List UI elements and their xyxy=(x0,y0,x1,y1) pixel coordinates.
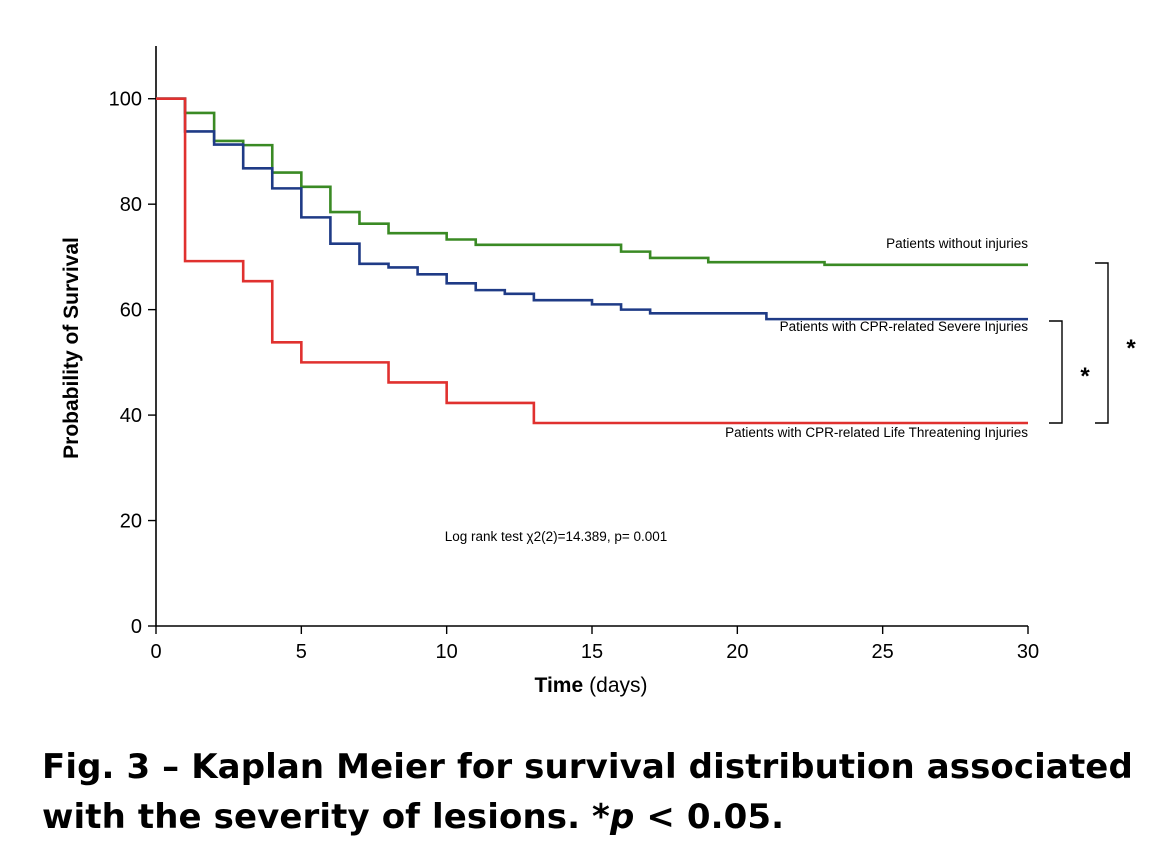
outer-bracket xyxy=(1095,262,1109,424)
log-rank-annotation: Log rank test χ2(2)=14.389, p= 0.001 xyxy=(445,529,668,544)
kaplan-meier-chart: 0 20 40 60 80 100 0 5 10 15 20 25 30 Patients withou… xyxy=(60,46,1136,697)
series-label-no-injuries: Patients without injuries xyxy=(886,236,1028,251)
caption-line-2: with the severity of lesions. *p < 0.05. xyxy=(42,792,1162,842)
significance-brackets: * * xyxy=(1049,262,1136,424)
x-tick-label: 20 xyxy=(726,641,748,663)
inner-significance-star: * xyxy=(1080,363,1090,390)
x-axis-label-unit: (days) xyxy=(589,674,647,697)
y-tick-label: 20 xyxy=(120,511,142,533)
series-line-severe-injuries xyxy=(156,97,1028,321)
series-line-life-threatening-injuries xyxy=(156,97,1028,425)
x-tick-label: 15 xyxy=(581,641,603,663)
x-tick-label: 5 xyxy=(296,641,307,663)
series-labels: Patients without injuries Patients with C… xyxy=(725,236,1028,440)
y-axis-label: Probability of Survival xyxy=(60,237,83,459)
figure-caption: Fig. 3 – Kaplan Meier for survival distr… xyxy=(42,742,1162,842)
outer-significance-star: * xyxy=(1126,335,1136,362)
y-tick-label: 0 xyxy=(131,616,142,638)
x-tick-label: 0 xyxy=(150,641,161,663)
axes: 0 20 40 60 80 100 0 5 10 15 20 25 30 xyxy=(109,46,1039,663)
x-tick-label: 30 xyxy=(1017,641,1039,663)
y-tick-label: 40 xyxy=(120,405,142,427)
series-line-no-injuries xyxy=(156,97,1028,267)
series-label-life-threatening-injuries: Patients with CPR-related Life Threateni… xyxy=(725,425,1028,440)
y-tick-label: 100 xyxy=(109,89,142,111)
x-axis-label-main: Time xyxy=(535,674,584,697)
series-label-severe-injuries: Patients with CPR-related Severe Injurie… xyxy=(780,319,1029,334)
y-tick-label: 60 xyxy=(120,300,142,322)
caption-p-symbol: p xyxy=(609,797,635,837)
caption-line-1: Fig. 3 – Kaplan Meier for survival distr… xyxy=(42,747,1133,787)
y-tick-label: 80 xyxy=(120,194,142,216)
x-tick-label: 10 xyxy=(436,641,458,663)
x-axis-label: Time (days) xyxy=(535,674,648,697)
series-layer xyxy=(156,97,1028,425)
caption-line-2-prefix: with the severity of lesions. * xyxy=(42,797,610,837)
x-tick-label: 25 xyxy=(872,641,894,663)
caption-line-2-suffix: < 0.05. xyxy=(634,797,785,837)
inner-bracket xyxy=(1049,320,1063,424)
